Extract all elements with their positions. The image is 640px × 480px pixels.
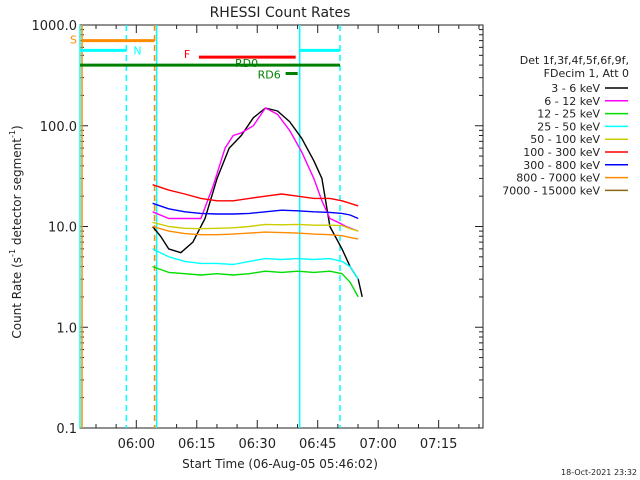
series-line — [152, 184, 359, 207]
y-tick-label: 0.1 — [56, 422, 77, 437]
legend-entry-label: 6 - 12 keV — [544, 95, 600, 108]
series-line — [152, 265, 359, 298]
y-tick-label: 10.0 — [48, 221, 77, 236]
legend-entry-label: 300 - 800 keV — [523, 159, 600, 172]
series-group — [152, 107, 363, 298]
chart-title: RHESSI Count Rates — [210, 5, 351, 21]
x-tick-label: 07:15 — [420, 437, 457, 452]
x-tick-label: 06:00 — [118, 437, 155, 452]
flag-label: N — [133, 44, 141, 57]
legend-entry-label: 100 - 300 keV — [523, 146, 600, 159]
flag-label: RD6 — [258, 69, 281, 82]
y-axis-label-end: ) — [10, 125, 24, 130]
y-axis-label-mid: detector segment — [10, 138, 24, 249]
legend-header-1: Det 1f,3f,4f,5f,6f,9f, — [520, 54, 629, 67]
x-tick-label: 07:00 — [359, 437, 396, 452]
y-axis-label-sup2: -1 — [8, 130, 17, 138]
x-axis: 06:00 06:15 06:30 06:45 07:00 07:15 — [95, 25, 480, 452]
legend-header-2: FDecim 1, Att 0 — [544, 67, 629, 80]
series-line — [152, 202, 359, 220]
series-line — [152, 248, 359, 280]
legend-entry-label: 3 - 6 keV — [551, 82, 600, 95]
flag-label: RD0 — [235, 57, 258, 70]
series-line — [152, 221, 359, 232]
flag-label: S — [70, 34, 77, 47]
x-tick-label: 06:45 — [299, 437, 336, 452]
y-axis-label-sup1: -1 — [8, 249, 17, 257]
x-tick-label: 06:15 — [178, 437, 215, 452]
y-axis-label: Count Rate (s-1 detector segment-1) — [8, 125, 24, 338]
series-line — [152, 107, 359, 232]
legend: Det 1f,3f,4f,5f,6f,9f, FDecim 1, Att 0 3… — [502, 54, 629, 197]
legend-entry-label: 12 - 25 keV — [537, 108, 600, 121]
flag-label: F — [184, 48, 190, 61]
y-tick-label: 100.0 — [40, 120, 77, 135]
legend-entry-label: 800 - 7000 keV — [516, 172, 600, 185]
footer-date: 18-Oct-2021 23:32 — [561, 468, 637, 477]
y-tick-label: 1000.0 — [32, 19, 78, 34]
legend-entry-label: 25 - 50 keV — [537, 120, 600, 133]
series-line — [152, 225, 359, 240]
y-tick-label: 1.0 — [56, 321, 77, 336]
y-axis-label-main: Count Rate (s — [10, 257, 24, 339]
legend-entry-label: 7000 - 15000 keV — [502, 184, 600, 197]
x-tick-label: 06:30 — [239, 437, 276, 452]
x-axis-label: Start Time (06-Aug-05 05:46:02) — [182, 457, 378, 471]
legend-entry-label: 50 - 100 keV — [530, 133, 600, 146]
